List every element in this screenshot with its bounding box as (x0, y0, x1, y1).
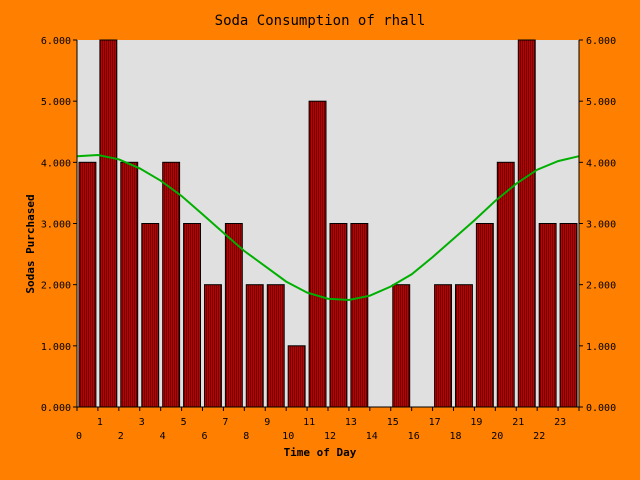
plot-area (77, 40, 579, 407)
x-tick-label: 14 (366, 431, 378, 442)
x-tick-label: 15 (387, 417, 399, 428)
bar-hour-17 (434, 284, 453, 408)
x-tick-label: 16 (408, 431, 420, 442)
y-tick-label-left: 6.000 (41, 36, 71, 47)
x-tick-label: 19 (470, 417, 482, 428)
bar-hour-8 (245, 284, 264, 408)
x-tick-label: 2 (118, 431, 124, 442)
y-tick-label-right: 6.000 (586, 36, 616, 47)
y-tick-label-left: 0.000 (41, 403, 71, 414)
x-tick-label: 22 (533, 431, 545, 442)
y-tick-label-right: 3.000 (586, 220, 616, 231)
y-tick-label-left: 2.000 (41, 281, 71, 292)
x-tick-label: 4 (160, 431, 166, 442)
bar-hour-23 (559, 223, 578, 408)
x-tick-label: 3 (139, 417, 145, 428)
bar-hour-19 (475, 223, 494, 408)
y-tick-label-left: 1.000 (41, 342, 71, 353)
tick-labels-group: 0.000 0.000 1.000 1.000 2.000 2.000 3.000 3.000… (41, 36, 616, 442)
x-tick-label: 13 (345, 417, 357, 428)
bar-hour-11 (308, 100, 327, 408)
bar-hour-22 (538, 223, 557, 408)
bar-hour-21 (517, 39, 536, 408)
bar-hour-6 (204, 284, 222, 408)
x-tick-label: 9 (264, 417, 270, 428)
x-tick-label: 1 (97, 417, 103, 428)
x-tick-label: 18 (449, 431, 461, 442)
bar-hour-2 (120, 161, 139, 408)
chart-title: Soda Consumption of rhall (215, 13, 426, 29)
y-tick-label-right: 2.000 (586, 281, 616, 292)
bar-hour-13 (350, 223, 369, 408)
x-tick-label: 7 (222, 417, 228, 428)
bar-hour-20 (496, 161, 515, 408)
x-tick-label: 21 (512, 417, 524, 428)
bar-hour-1 (99, 39, 118, 408)
x-tick-label: 6 (201, 431, 207, 442)
trend-line (76, 153, 580, 302)
bar-hour-15 (392, 284, 411, 408)
y-tick-label-right: 5.000 (586, 97, 616, 108)
y-tick-label-right: 0.000 (586, 403, 616, 414)
y-tick-label-left: 5.000 (41, 97, 71, 108)
x-tick-label: 0 (76, 431, 82, 442)
bar-hour-3 (141, 223, 160, 408)
x-tick-label: 12 (324, 431, 336, 442)
x-tick-label: 11 (303, 417, 315, 428)
x-tick-label: 10 (282, 431, 294, 442)
x-tick-label: 20 (491, 431, 503, 442)
bar-hour-4 (162, 161, 181, 408)
y-axis-title: Sodas Purchased (24, 194, 37, 293)
bar-hour-0 (78, 161, 97, 408)
y-tick-label-left: 3.000 (41, 220, 71, 231)
x-tick-label: 23 (554, 417, 566, 428)
y-tick-label-right: 4.000 (586, 158, 616, 169)
x-tick-label: 17 (429, 417, 441, 428)
x-axis-title: Time of Day (284, 446, 357, 459)
x-tick-label: 8 (243, 431, 249, 442)
bar-hour-12 (329, 223, 348, 408)
x-tick-label: 5 (181, 417, 187, 428)
y-tick-label-right: 1.000 (586, 342, 616, 353)
y-tick-label-left: 4.000 (41, 158, 71, 169)
bar-hour-7 (224, 223, 243, 408)
bar-hour-18 (455, 284, 473, 408)
bar-hour-10 (287, 345, 306, 408)
bar-hour-5 (183, 223, 202, 408)
axes-group (73, 39, 583, 411)
bar-hour-9 (266, 284, 285, 408)
